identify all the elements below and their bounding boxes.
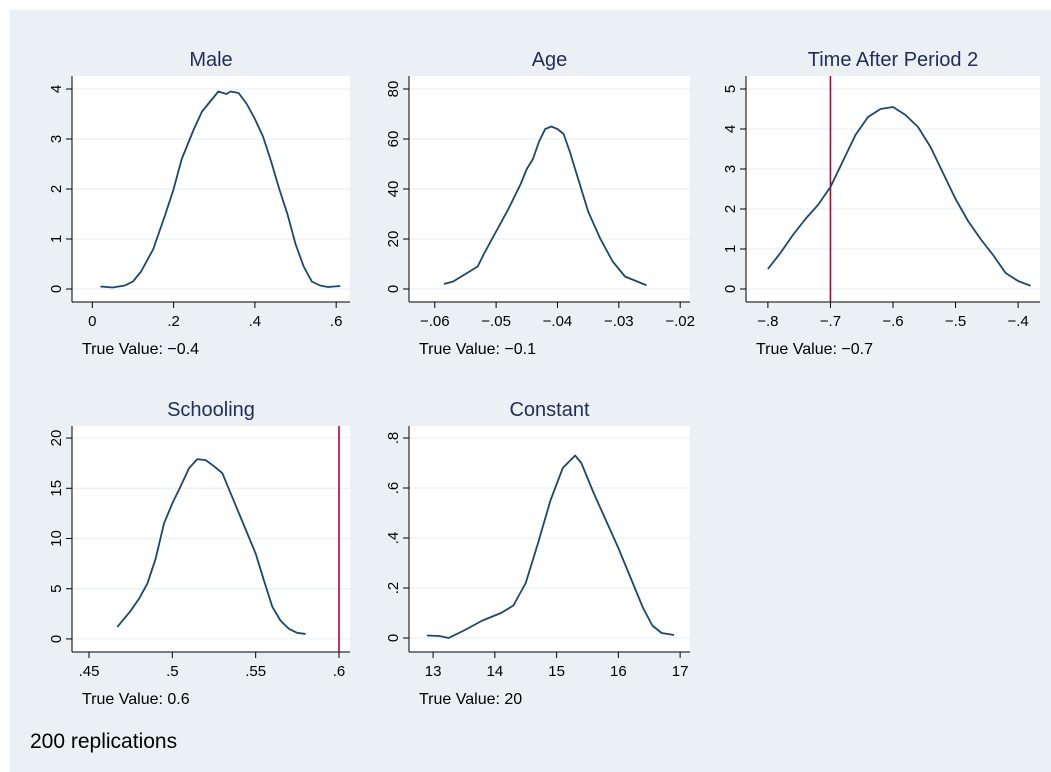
y-tick-label: 20 bbox=[385, 231, 402, 248]
plot-area bbox=[409, 426, 690, 652]
plot-area bbox=[746, 76, 1040, 302]
y-tick-label: 0 bbox=[48, 635, 65, 643]
panel-title: Time After Period 2 bbox=[808, 49, 978, 71]
density-line bbox=[767, 106, 1031, 287]
y-tick-label: 4 bbox=[722, 125, 739, 133]
density-line bbox=[100, 90, 341, 289]
x-tick-label: .55 bbox=[245, 663, 266, 680]
y-tick-label: 0 bbox=[385, 285, 402, 293]
y-tick-label: 60 bbox=[385, 131, 402, 148]
x-tick-label: −.5 bbox=[945, 313, 966, 330]
x-tick-label: .5 bbox=[166, 663, 179, 680]
x-tick-label: −.8 bbox=[757, 313, 778, 330]
x-tick-label: .6 bbox=[330, 313, 343, 330]
y-tick-label: 20 bbox=[48, 430, 65, 447]
density-line bbox=[426, 454, 675, 639]
y-tick-label: .6 bbox=[385, 482, 402, 495]
panel-title: Age bbox=[532, 49, 568, 71]
x-tick-label: 0 bbox=[88, 313, 96, 330]
x-tick-label: −.4 bbox=[1007, 313, 1028, 330]
y-tick-label: 3 bbox=[48, 135, 65, 143]
y-tick-label: 1 bbox=[722, 245, 739, 253]
panel-title: Constant bbox=[509, 399, 589, 421]
y-tick-label: 0 bbox=[48, 285, 65, 293]
caption: True Value: 0.6 bbox=[82, 691, 190, 708]
x-tick-label: .2 bbox=[167, 313, 180, 330]
x-tick-label: −.7 bbox=[820, 313, 841, 330]
y-tick-label: 0 bbox=[722, 285, 739, 293]
x-tick-label: −.03 bbox=[604, 313, 634, 330]
caption: True Value: 20 bbox=[419, 691, 522, 708]
y-tick-label: 1 bbox=[48, 235, 65, 243]
x-tick-label: .45 bbox=[79, 663, 100, 680]
density-line bbox=[116, 458, 306, 635]
x-tick-label: −.04 bbox=[543, 313, 573, 330]
caption: True Value: −0.7 bbox=[756, 341, 873, 358]
y-tick-label: 2 bbox=[48, 185, 65, 193]
y-tick-label: 15 bbox=[48, 480, 65, 497]
y-tick-label: 0 bbox=[385, 634, 402, 642]
x-tick-label: −.05 bbox=[481, 313, 511, 330]
density-line bbox=[443, 125, 647, 287]
panel-title: Schooling bbox=[167, 399, 255, 421]
x-tick-label: 13 bbox=[425, 663, 442, 680]
y-tick-label: 2 bbox=[722, 205, 739, 213]
y-tick-label: .8 bbox=[385, 432, 402, 445]
y-tick-label: 3 bbox=[722, 165, 739, 173]
y-tick-label: 5 bbox=[722, 85, 739, 93]
x-tick-label: 16 bbox=[610, 663, 627, 680]
caption: True Value: −0.1 bbox=[419, 341, 536, 358]
y-tick-label: 4 bbox=[48, 85, 65, 93]
x-tick-label: −.02 bbox=[665, 313, 695, 330]
y-tick-label: .4 bbox=[385, 532, 402, 545]
x-tick-label: −.06 bbox=[420, 313, 450, 330]
x-tick-label: 15 bbox=[548, 663, 565, 680]
x-tick-label: .6 bbox=[333, 663, 346, 680]
y-tick-label: 40 bbox=[385, 181, 402, 198]
caption: True Value: −0.4 bbox=[82, 341, 199, 358]
panel-title: Male bbox=[189, 49, 232, 71]
x-tick-label: 17 bbox=[672, 663, 689, 680]
x-tick-label: 14 bbox=[487, 663, 504, 680]
y-tick-label: 5 bbox=[48, 585, 65, 593]
x-tick-label: .4 bbox=[249, 313, 262, 330]
y-tick-label: .2 bbox=[385, 582, 402, 595]
note: 200 replications bbox=[30, 730, 177, 753]
y-tick-label: 80 bbox=[385, 81, 402, 98]
y-tick-label: 10 bbox=[48, 530, 65, 547]
x-tick-label: −.6 bbox=[882, 313, 903, 330]
